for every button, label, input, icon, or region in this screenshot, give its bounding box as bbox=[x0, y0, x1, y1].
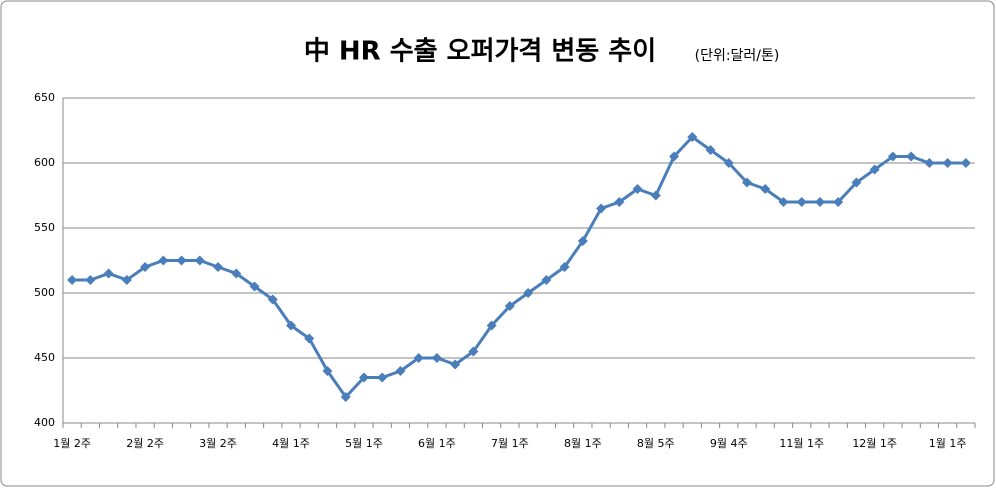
y-tick-label: 500 bbox=[34, 286, 55, 299]
marker bbox=[431, 353, 442, 363]
marker bbox=[231, 268, 242, 279]
y-tick-label: 600 bbox=[34, 156, 55, 169]
x-tick-label: 3월 2주 bbox=[199, 437, 237, 450]
x-tick-label: 6월 1주 bbox=[418, 437, 456, 450]
x-tick-label: 9월 4주 bbox=[710, 437, 748, 450]
marker bbox=[814, 197, 825, 207]
x-tick-label: 1월 1주 bbox=[929, 437, 967, 450]
x-tick-label: 2월 2주 bbox=[126, 437, 164, 450]
marker bbox=[723, 158, 734, 168]
marker bbox=[906, 151, 917, 162]
x-tick-label: 8월 1주 bbox=[564, 437, 602, 450]
marker bbox=[924, 158, 935, 168]
marker bbox=[377, 372, 388, 383]
marker bbox=[687, 132, 698, 142]
marker bbox=[85, 275, 96, 285]
y-tick-label: 550 bbox=[34, 221, 55, 234]
marker bbox=[322, 366, 333, 376]
marker bbox=[140, 262, 151, 272]
marker bbox=[340, 392, 351, 402]
marker bbox=[869, 164, 880, 175]
marker bbox=[286, 320, 296, 331]
marker bbox=[632, 184, 643, 194]
marker bbox=[304, 333, 315, 344]
marker bbox=[158, 255, 169, 266]
y-tick-label: 450 bbox=[34, 351, 55, 364]
marker bbox=[176, 255, 187, 266]
y-tick-label: 400 bbox=[34, 416, 55, 429]
marker bbox=[887, 151, 898, 162]
marker bbox=[833, 197, 844, 207]
marker bbox=[213, 262, 224, 272]
x-tick-label: 4월 1주 bbox=[272, 437, 310, 450]
chart-title: 中 HR 수출 오퍼가격 변동 추이 bbox=[304, 37, 656, 67]
marker bbox=[395, 366, 406, 376]
x-tick-label: 12월 1주 bbox=[852, 437, 897, 450]
marker bbox=[851, 177, 862, 188]
marker bbox=[577, 236, 588, 246]
x-tick-label: 7월 1주 bbox=[491, 437, 529, 450]
y-tick-label: 650 bbox=[34, 91, 55, 104]
x-tick-label: 11월 1주 bbox=[779, 437, 824, 450]
marker bbox=[468, 346, 479, 357]
marker bbox=[486, 320, 497, 331]
chart-subtitle: (단위:달러/톤) bbox=[695, 48, 780, 64]
marker bbox=[267, 294, 278, 305]
marker bbox=[358, 372, 369, 383]
marker bbox=[450, 359, 461, 370]
marker bbox=[194, 255, 205, 266]
marker bbox=[650, 190, 661, 201]
marker bbox=[760, 184, 771, 194]
marker bbox=[103, 268, 114, 279]
marker bbox=[249, 281, 260, 292]
marker bbox=[778, 197, 789, 207]
marker bbox=[596, 203, 607, 214]
marker bbox=[559, 262, 570, 272]
marker bbox=[669, 151, 680, 162]
marker bbox=[614, 197, 625, 207]
marker bbox=[942, 158, 953, 168]
marker bbox=[960, 158, 971, 168]
marker bbox=[67, 275, 78, 285]
x-tick-label: 1월 2주 bbox=[53, 437, 91, 450]
marker bbox=[504, 301, 515, 311]
marker bbox=[705, 145, 716, 155]
x-tick-label: 5월 1주 bbox=[345, 437, 383, 450]
marker bbox=[541, 275, 552, 285]
marker bbox=[413, 353, 424, 363]
x-tick-label: 8월 5주 bbox=[637, 437, 675, 450]
marker bbox=[121, 275, 132, 285]
marker bbox=[742, 177, 752, 188]
marker bbox=[796, 197, 807, 207]
marker bbox=[523, 288, 534, 298]
